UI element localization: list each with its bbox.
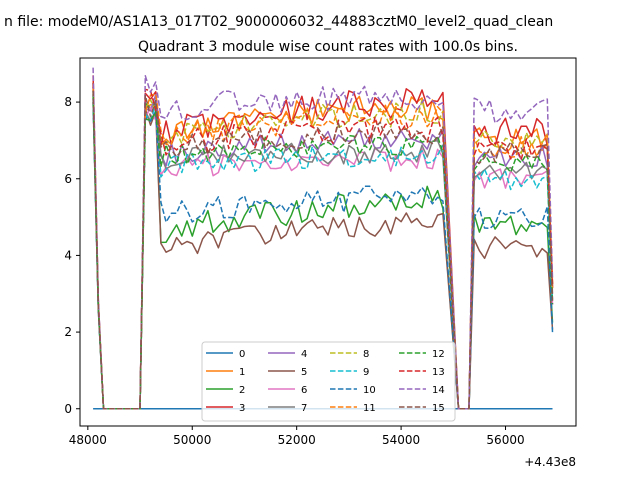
legend-label-4: 4 (301, 349, 307, 360)
x-tick-label: 52000 (278, 433, 316, 447)
legend-label-7: 7 (301, 403, 307, 414)
legend-label-6: 6 (301, 385, 307, 396)
series-line-7 (92, 98, 554, 410)
y-tick-label: 4 (64, 248, 72, 262)
series-line-10 (92, 102, 554, 410)
series-lines (92, 67, 554, 410)
legend-label-12: 12 (432, 349, 445, 360)
legend-label-5: 5 (301, 367, 307, 378)
legend-label-3: 3 (239, 403, 245, 414)
legend-label-15: 15 (432, 403, 445, 414)
legend-label-0: 0 (239, 349, 245, 360)
x-tick-label: 54000 (382, 433, 420, 447)
legend-label-9: 9 (363, 367, 369, 378)
axes: 48000 50000 52000 54000 56000 0 2 4 6 8 (64, 95, 524, 447)
x-axis-offset-label: +4.43e8 (524, 455, 576, 469)
series-line-8 (92, 82, 554, 410)
legend-box (201, 341, 456, 422)
y-tick-label: 0 (64, 402, 72, 416)
series-line-15 (92, 90, 554, 410)
x-tick-label: 56000 (486, 433, 524, 447)
series-line-5 (92, 102, 554, 410)
legend-label-11: 11 (363, 403, 376, 414)
legend-label-13: 13 (432, 367, 445, 378)
series-line-12 (92, 94, 554, 410)
series-line-2 (92, 90, 554, 410)
plot-frame (79, 57, 577, 427)
legend-label-1: 1 (239, 367, 245, 378)
legend-label-14: 14 (432, 385, 445, 396)
x-tick-label: 48000 (69, 433, 107, 447)
series-line-13 (92, 82, 554, 410)
x-tick-label: 50000 (173, 433, 211, 447)
legend-label-8: 8 (363, 349, 369, 360)
y-tick-label: 8 (64, 95, 72, 109)
y-tick-label: 6 (64, 172, 72, 186)
series-line-14 (92, 67, 554, 410)
legend-label-2: 2 (239, 385, 245, 396)
chart-title: Quadrant 3 module wise count rates with … (138, 39, 518, 55)
legend-label-10: 10 (363, 385, 376, 396)
series-line-9 (92, 98, 554, 410)
y-tick-label: 2 (64, 325, 72, 339)
figure-suptitle: n file: modeM0/AS1A13_017T02_9000006032_… (4, 14, 553, 30)
